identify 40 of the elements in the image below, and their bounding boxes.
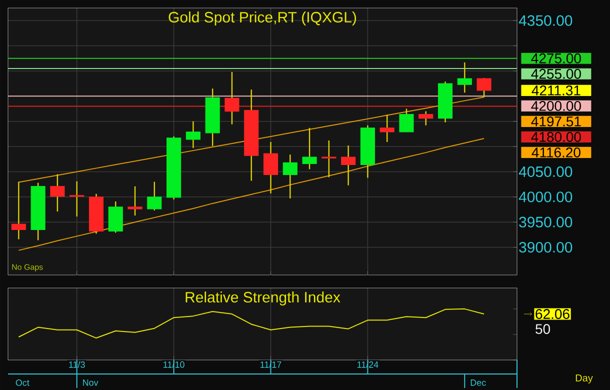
candlestick [322,140,336,178]
candlestick [186,120,200,149]
text: Dec [470,380,486,386]
candlestick [11,181,26,240]
y-tick-label: 4000.00 [518,192,572,202]
candlestick [128,186,142,216]
line-series [18,138,485,251]
text: Oct [16,380,30,386]
candlestick [399,108,414,133]
candlestick [457,62,472,94]
line-series [18,96,485,183]
text: 50 [536,324,550,334]
candlestick [476,77,492,98]
candlestick [147,181,162,212]
annotation: No Gaps [12,264,43,272]
candlestick [70,180,84,218]
y-tick-label: 3950.00 [519,216,572,228]
y-tick-label: 4350.00 [518,15,572,26]
ref-line-label: 4200.00 [531,100,581,111]
text: Day [576,374,593,384]
text: 62.06 [536,309,570,319]
ref-line-label: 4275.00 [531,53,581,64]
candlestick [50,174,65,212]
candlestick [418,110,434,126]
candlestick [224,71,240,125]
candlestick [282,154,298,200]
candlestick [302,127,317,170]
text: 4116.20 [532,147,580,158]
y-tick-label: 4050.00 [518,166,572,178]
y-tick-label: 3900.00 [519,242,572,253]
candlestick [263,141,278,194]
text: 4211.31 [532,85,580,96]
candlestick [380,114,394,143]
ref-line-label: 4180.00 [531,132,581,142]
chart-title: Gold Spot Price,RT (IQXGL) [168,12,356,26]
text: 4197.51 [531,116,581,126]
ref-line-label: 4255.00 [531,68,581,79]
chart-title: Relative Strength Index [186,292,340,306]
text: Nov [83,380,98,386]
candlestick [341,144,356,186]
